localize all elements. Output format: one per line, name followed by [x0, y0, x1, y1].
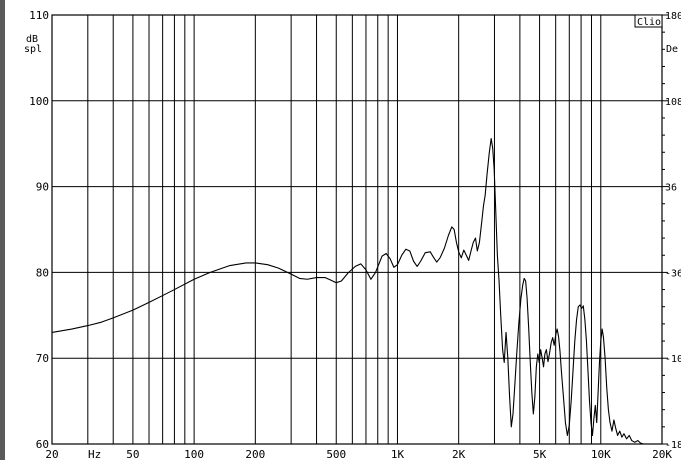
left-axis-unit-spl: spl — [24, 44, 42, 55]
x-tick-label: 100 — [184, 448, 204, 460]
right-axis-ticks — [662, 14, 668, 445]
plot-frame — [51, 14, 663, 445]
y-tick-label: 90 — [36, 181, 49, 194]
x-axis-unit: Hz — [88, 448, 101, 460]
right-axis-tick-labels: 180 108 36 -36 -10 -18 — [665, 11, 681, 451]
x-tick-label: 500 — [326, 448, 346, 460]
x-axis-tick-labels: 20 50 100 200 500 1K 2K 5K 10K 20K — [45, 448, 672, 461]
x-tick-label: 50 — [126, 448, 139, 460]
x-tick-label: 2K — [452, 448, 466, 460]
y-tick-label: 110 — [29, 9, 49, 22]
left-axis-tick-labels: 110 100 90 80 70 60 — [29, 9, 49, 451]
clio-badge-text: Clio — [637, 17, 661, 28]
right-tick-label: -10 — [665, 354, 681, 365]
x-tick-label: 5K — [533, 448, 547, 460]
x-tick-label: 20 — [45, 448, 58, 460]
y-tick-label: 60 — [36, 438, 49, 451]
y-tick-label: 80 — [36, 266, 49, 279]
right-tick-label: 108 — [665, 97, 681, 108]
y-tick-label: 100 — [29, 95, 49, 108]
right-tick-label: 180 — [665, 11, 681, 22]
x-tick-label: 1K — [391, 448, 405, 460]
left-edge-strip — [0, 0, 5, 460]
right-axis-unit: De — [666, 44, 678, 55]
vertical-gridlines — [87, 15, 602, 444]
right-tick-label: -36 — [665, 268, 681, 279]
x-tick-label: 10K — [591, 448, 611, 460]
x-tick-label: 200 — [245, 448, 265, 460]
x-tick-label: 20K — [652, 448, 672, 460]
left-axis-unit-db: dB — [26, 34, 38, 45]
series-line-1 — [51, 138, 644, 445]
clio-badge-box — [634, 14, 663, 28]
series-layer — [51, 138, 644, 445]
right-tick-label: -18 — [665, 440, 681, 451]
right-tick-label: 36 — [665, 183, 677, 194]
y-tick-label: 70 — [36, 352, 49, 365]
